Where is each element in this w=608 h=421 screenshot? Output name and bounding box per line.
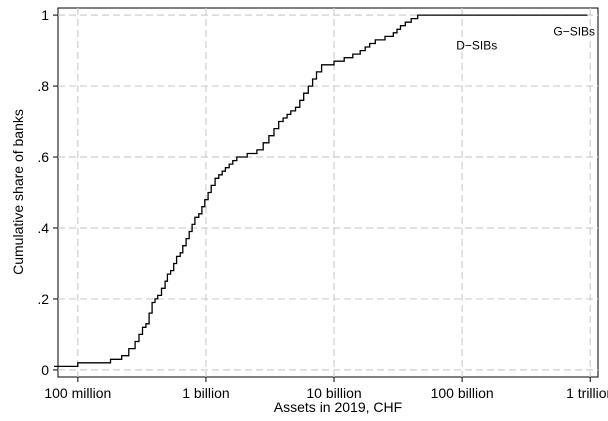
x-tick-label: 1 trillion: [566, 385, 608, 401]
y-tick-label: 0: [41, 362, 49, 378]
x-tick-label: 1 billion: [182, 385, 229, 401]
y-axis-title: Cumulative share of banks: [10, 109, 26, 275]
grid: [58, 8, 598, 377]
annotation-label: G−SIBs: [553, 24, 595, 38]
x-tick-labels: 100 million 1 billion 10 billion 100 billio…: [44, 385, 608, 401]
y-tick-label: .2: [37, 291, 49, 307]
x-tick-label: 100 million: [44, 385, 111, 401]
cumulative-share-line: [54, 14, 588, 368]
y-tick-label: .8: [37, 78, 49, 94]
plot-area: [57, 7, 599, 378]
ticks: [53, 14, 591, 382]
y-tick-label: 1: [41, 7, 49, 23]
y-tick-labels: 0 .2 .4 .6 .8 1: [37, 7, 49, 378]
x-tick-label: 10 billion: [306, 385, 361, 401]
annotation-label: D−SIBs: [456, 39, 497, 53]
x-axis-title: Assets in 2019, CHF: [274, 399, 402, 415]
annotations: D−SIBs G−SIBs: [456, 24, 595, 52]
y-tick-label: .4: [37, 220, 49, 236]
x-tick-label: 100 billion: [431, 385, 494, 401]
y-tick-label: .6: [37, 149, 49, 165]
